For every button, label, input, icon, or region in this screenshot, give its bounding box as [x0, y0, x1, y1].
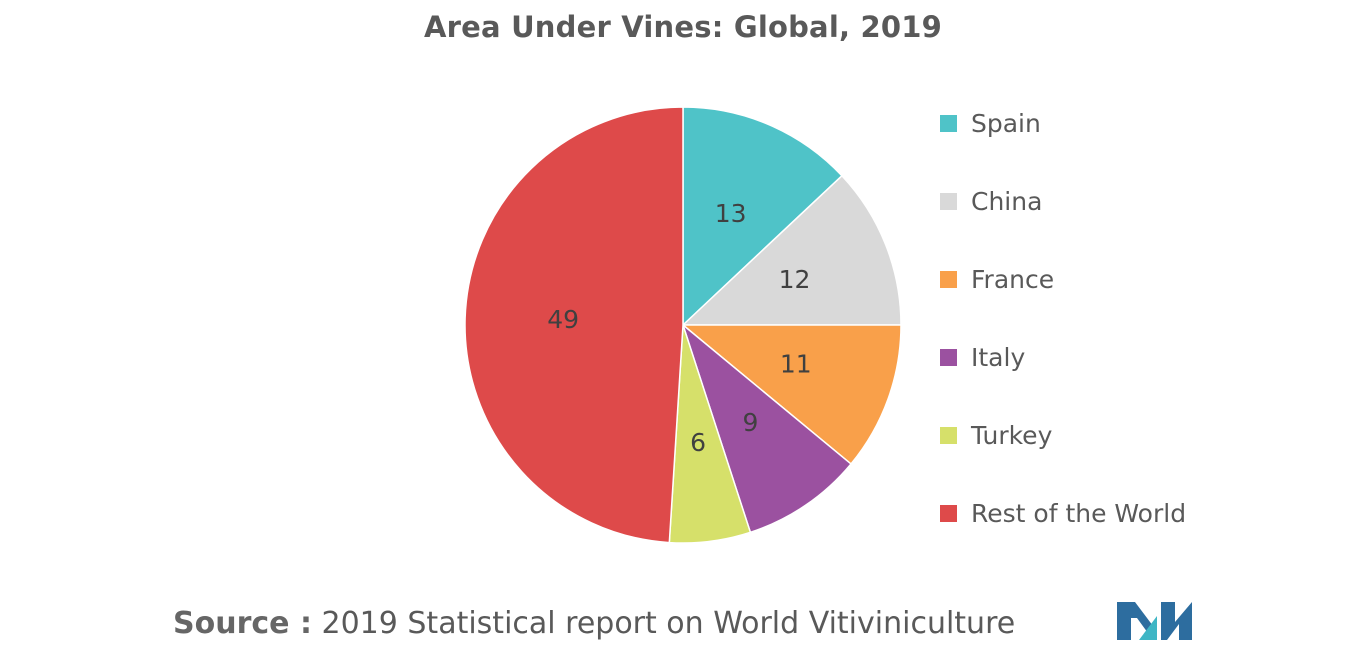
legend-swatch — [940, 192, 957, 210]
source-text: 2019 Statistical report on World Vitivin… — [321, 606, 1016, 641]
logo-middle-shape — [1139, 616, 1157, 640]
legend-swatch — [940, 504, 957, 522]
data-label-rest-of-the-world: 49 — [547, 305, 579, 334]
legend-swatch — [940, 114, 957, 132]
legend-item-italy: Italy — [940, 342, 1025, 372]
pie-slice-rest-of-the-world — [464, 106, 684, 544]
legend-item-france: France — [940, 264, 1054, 294]
legend-label: France — [971, 264, 1055, 294]
pie-slice-france — [680, 324, 902, 466]
legend-item-spain: Spain — [940, 108, 1041, 138]
data-label-italy: 9 — [742, 408, 758, 437]
pie-slice-spain — [682, 106, 843, 327]
legend-item-china: China — [940, 186, 1042, 216]
legend-label: Italy — [971, 342, 1026, 372]
legend-label: Turkey — [971, 420, 1053, 450]
chart-title: Area Under Vines: Global, 2019 — [423, 10, 942, 44]
legend-swatch — [940, 270, 957, 288]
legend-swatch — [940, 426, 957, 444]
legend-item-rest-of-the-world: Rest of the World — [940, 498, 1186, 528]
data-label-france: 11 — [780, 350, 812, 379]
data-label-spain: 13 — [715, 199, 747, 228]
pie-labels: 13 12 11 9 6 49 — [547, 199, 811, 457]
source-prefix: Source : — [173, 606, 312, 641]
legend-label: Rest of the World — [971, 498, 1187, 528]
legend-item-turkey: Turkey — [940, 420, 1052, 450]
pie-slice-china — [681, 174, 902, 326]
pie-slice-italy — [681, 322, 853, 534]
data-label-turkey: 6 — [690, 428, 706, 457]
legend-label: Spain — [971, 108, 1041, 138]
source-note: Source : 2019 Statistical report on Worl… — [173, 606, 1015, 641]
logo-left-shape — [1117, 602, 1153, 640]
logo-right-shape — [1161, 602, 1192, 640]
company-logo — [1117, 602, 1192, 640]
data-label-china: 12 — [779, 265, 811, 294]
legend-swatch — [940, 348, 957, 366]
pie-slices — [464, 106, 902, 544]
legend-label: China — [971, 186, 1043, 216]
